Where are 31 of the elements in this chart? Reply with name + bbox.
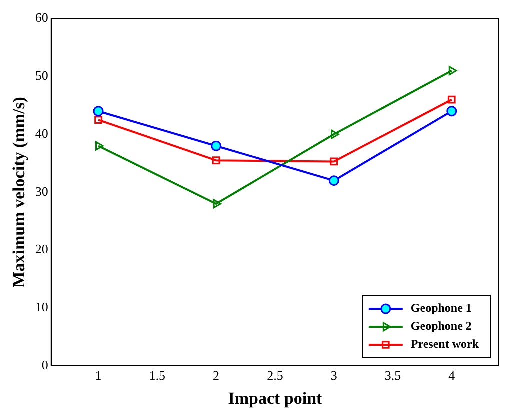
y-tick-label: 10 bbox=[35, 300, 48, 315]
point bbox=[448, 66, 458, 76]
point bbox=[94, 116, 102, 124]
legend-label: Geophone 1 bbox=[410, 301, 472, 316]
x-tick-label: 3.5 bbox=[384, 368, 402, 384]
x-axis-title: Impact point bbox=[228, 389, 323, 408]
x-tick-label: 2.5 bbox=[267, 368, 284, 384]
y-tick-label: 60 bbox=[35, 10, 48, 26]
point bbox=[213, 199, 222, 209]
x-tick-label: 4 bbox=[448, 368, 456, 384]
point bbox=[96, 141, 104, 151]
y-axis-title: Maximum velocity (mm/s) bbox=[10, 97, 29, 288]
point bbox=[330, 158, 338, 166]
legend-label: Present work bbox=[410, 337, 480, 352]
x-tick-label: 3 bbox=[330, 368, 338, 384]
point bbox=[448, 96, 456, 104]
y-tick-label: 30 bbox=[35, 184, 48, 199]
x-tick-label: 1.5 bbox=[149, 368, 166, 384]
point bbox=[328, 176, 340, 186]
legend-label: Geophone 2 bbox=[410, 319, 472, 334]
point bbox=[446, 106, 458, 117]
point bbox=[212, 156, 220, 165]
y-tick-label: 40 bbox=[35, 126, 48, 141]
x-tick-label: 2 bbox=[213, 368, 220, 384]
point bbox=[93, 106, 104, 117]
y-tick-label: 20 bbox=[35, 242, 48, 257]
point bbox=[331, 130, 340, 140]
x-tick-label: 1 bbox=[95, 368, 102, 384]
y-tick-label: 50 bbox=[35, 68, 48, 84]
y-tick-label: 0 bbox=[42, 357, 48, 372]
point bbox=[211, 140, 222, 152]
